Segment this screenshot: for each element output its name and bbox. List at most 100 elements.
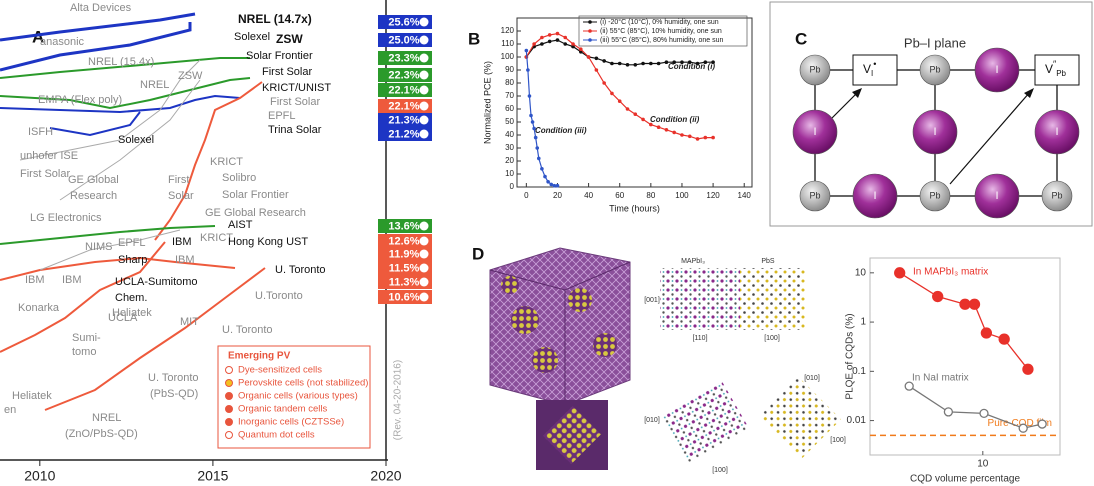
trend-line: [39, 229, 181, 271]
y-tick-label: 1: [860, 317, 866, 328]
record-label: IBM: [175, 254, 195, 266]
x-tick-label: 120: [706, 191, 720, 200]
record-label: Sumi-: [72, 332, 101, 344]
record-label: Heliatek: [12, 390, 52, 402]
data-point: [979, 408, 989, 419]
data-point: [656, 125, 661, 129]
atom: [799, 54, 831, 86]
arrow: [831, 91, 859, 119]
record-label: KRICT: [210, 156, 243, 168]
data-point: [625, 63, 630, 67]
x-axis-label: CQD volume percentage: [910, 474, 1020, 485]
lattice-image: [759, 376, 842, 459]
atom-label: Pb: [929, 64, 940, 74]
data-point: [555, 183, 560, 188]
record-label: U. Toronto: [222, 324, 273, 336]
data-point: [586, 55, 591, 59]
data-point: [532, 126, 536, 131]
trend-line: [154, 81, 263, 241]
record-label: First Solar: [20, 168, 70, 180]
data-point: [664, 128, 669, 132]
lattice-image: [740, 268, 805, 330]
record-label: First Solar: [270, 96, 320, 108]
y-tick-label: 70: [505, 91, 514, 100]
badge-symbol: [419, 263, 429, 273]
record-label: IBM: [62, 274, 82, 286]
x-tick-label: 0: [524, 191, 529, 200]
record-value: 10.6%: [388, 291, 419, 303]
record-label: LG Electronics: [30, 212, 102, 224]
x-tick-label: 140: [738, 191, 752, 200]
record-label: Solar: [168, 190, 194, 202]
trend-line: [0, 94, 241, 114]
data-point: [530, 120, 535, 124]
data-point: [540, 167, 544, 171]
trend-line: [0, 241, 166, 353]
legend-box: [217, 345, 371, 449]
record-value: 13.6%: [388, 220, 419, 232]
record-label: Hong Kong UST: [228, 236, 308, 248]
atom: [792, 109, 838, 155]
x-tick-label: 60: [615, 191, 624, 200]
record-label: First Solar: [262, 66, 312, 78]
x-tick-label: 80: [646, 191, 655, 200]
legend-symbol: [225, 392, 233, 400]
atom: [852, 173, 898, 219]
legend-symbol: [225, 431, 233, 439]
data-point: [1018, 423, 1028, 433]
y-tick-label: 50: [505, 117, 514, 126]
record-badge: [378, 83, 432, 97]
record-label: unhofer ISE: [20, 150, 78, 162]
image-label: [100]: [764, 335, 780, 342]
panel-letter: C: [795, 29, 807, 48]
badge-symbol: [419, 85, 429, 95]
trend-line: [0, 77, 251, 110]
record-label: anasonic: [40, 36, 85, 48]
y-tick-label: 10: [505, 169, 514, 178]
x-tick-label: 20: [553, 191, 562, 200]
legend-entry: Quantum dot cells: [238, 430, 315, 441]
record-label: ZSW: [178, 70, 203, 82]
x-tick-label: 100: [675, 191, 689, 200]
trend-line: [44, 267, 266, 411]
data-point: [549, 182, 554, 187]
record-badge: [378, 113, 432, 127]
record-label: (ZnO/PbS-QD): [65, 428, 138, 440]
data-point: [571, 42, 575, 46]
x-tick-label: 2015: [197, 468, 228, 484]
vacancy-sub: I: [871, 69, 873, 78]
y-tick-label: 90: [505, 65, 514, 74]
data-point: [532, 42, 536, 46]
data-point: [594, 68, 599, 72]
data-point: [547, 39, 552, 44]
data-point: [527, 94, 532, 98]
atom-label: Pb: [929, 190, 940, 200]
data-point: [904, 381, 914, 391]
data-point: [543, 174, 547, 179]
record-badge: [378, 275, 432, 289]
data-point: [610, 61, 614, 66]
vacancy-label: V″Pb: [1045, 59, 1067, 78]
data-point: [529, 113, 533, 118]
plot-frame: [516, 17, 753, 188]
record-label: Solibro: [222, 172, 256, 184]
legend-entry: (iii) 55°C (85°C), 80% humidity, one sun: [600, 36, 723, 44]
record-label: GE Global: [68, 174, 119, 186]
data-point: [1037, 419, 1047, 429]
record-label: Konarka: [18, 302, 60, 314]
record-label: Heliatek: [112, 307, 152, 319]
data-point: [617, 99, 622, 103]
record-label: First: [168, 174, 189, 186]
atom-label: Pb: [809, 64, 820, 74]
data-point: [943, 407, 954, 417]
record-label: Chem.: [115, 292, 147, 304]
y-tick-label: 30: [505, 143, 514, 152]
record-label: Solar Frontier: [222, 189, 289, 201]
badge-symbol: [419, 277, 429, 287]
data-point: [641, 61, 645, 66]
badge-symbol: [419, 115, 429, 125]
data-point: [524, 48, 529, 53]
badge-symbol: [419, 129, 429, 139]
legend-swatch: [588, 20, 592, 24]
